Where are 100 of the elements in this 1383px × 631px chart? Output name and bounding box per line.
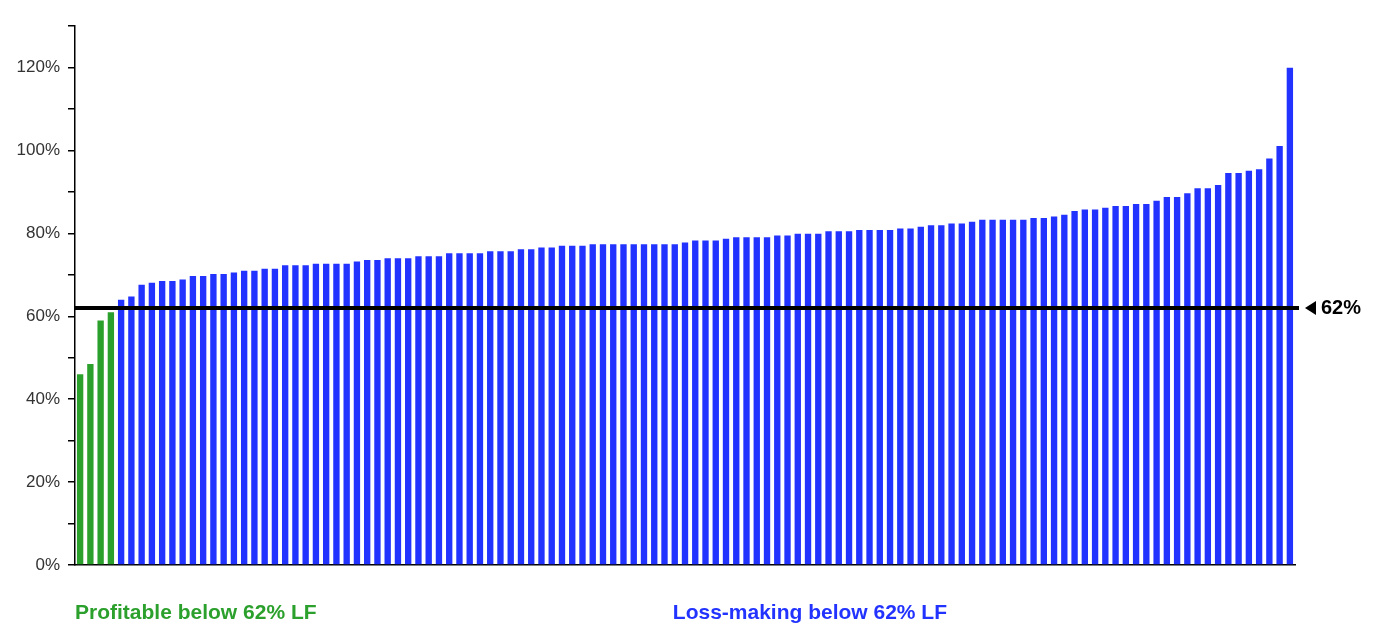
bar [579, 245, 586, 565]
bar [1030, 218, 1037, 565]
bar [158, 281, 166, 565]
bar [107, 312, 115, 565]
bar [661, 244, 668, 565]
bar [364, 259, 371, 565]
bar [989, 219, 996, 565]
bar [1266, 158, 1273, 565]
bar [1225, 172, 1232, 565]
bar [1163, 196, 1171, 565]
bar [1050, 216, 1058, 565]
bar [825, 231, 832, 565]
bar [938, 225, 945, 565]
bar [261, 268, 268, 565]
bar [692, 240, 699, 565]
bar [1245, 170, 1253, 565]
bar [210, 274, 217, 565]
bar [1081, 209, 1089, 565]
bar [610, 244, 617, 565]
ref-line-label: 62% [1321, 295, 1362, 318]
bar [1143, 204, 1150, 565]
bar [722, 238, 730, 565]
bar [199, 276, 207, 565]
bar [1286, 67, 1294, 565]
bar [763, 237, 771, 565]
bar [948, 223, 955, 565]
bar [1009, 219, 1017, 565]
bar [333, 263, 340, 565]
bar [1040, 218, 1047, 565]
bar [487, 251, 494, 565]
bar [599, 244, 607, 565]
text: Profitable below 62% LF [75, 599, 317, 623]
bar [220, 274, 227, 565]
bar [866, 230, 873, 565]
bar [302, 265, 309, 565]
bar [784, 235, 791, 565]
bar [497, 251, 504, 565]
bar [466, 253, 473, 565]
bar [384, 258, 391, 565]
bar [968, 221, 976, 565]
bar [876, 230, 883, 565]
y-tick-label: 40% [25, 388, 60, 408]
bar [189, 276, 197, 565]
bar [476, 253, 484, 565]
bar [979, 219, 986, 565]
bar [507, 251, 514, 565]
bar [1122, 206, 1130, 565]
bar [87, 363, 94, 565]
bar [281, 265, 289, 565]
bar [1061, 214, 1068, 565]
bar [589, 244, 596, 565]
bar [845, 231, 853, 565]
bar [128, 296, 135, 565]
bar [927, 225, 935, 565]
bar [251, 270, 258, 565]
bar [425, 256, 432, 565]
y-tick-label: 0% [35, 554, 60, 574]
bar [117, 299, 125, 565]
bar [804, 233, 812, 565]
bar [558, 245, 566, 565]
bar [1132, 204, 1140, 565]
bar [353, 261, 361, 565]
bar [1214, 184, 1222, 565]
bar [517, 249, 525, 565]
bar [1204, 188, 1212, 565]
bar [897, 228, 904, 565]
bar [712, 240, 719, 565]
bar [435, 256, 443, 565]
y-tick-label: 80% [25, 223, 60, 243]
bar [671, 244, 678, 565]
bar [630, 244, 637, 565]
bar [97, 320, 104, 565]
bar [169, 281, 176, 565]
bar [702, 240, 709, 565]
bar [230, 272, 238, 565]
y-tick-label: 100% [16, 140, 60, 160]
bar [794, 233, 801, 565]
bar [240, 270, 248, 565]
bar [733, 237, 740, 565]
bar [1235, 172, 1242, 565]
text: Loss-making below 62% LF [672, 599, 948, 623]
y-tick-label: 60% [25, 306, 60, 326]
bar [1112, 206, 1119, 565]
bar [323, 263, 330, 565]
bar [405, 258, 412, 565]
bar [292, 265, 299, 565]
bar [907, 228, 914, 565]
bar [999, 219, 1006, 565]
bar [651, 244, 658, 565]
bar [538, 247, 545, 565]
bar [958, 223, 965, 565]
bar [1071, 211, 1078, 565]
bar [753, 237, 760, 565]
bar [1255, 169, 1263, 565]
bar [312, 263, 320, 565]
bar [774, 235, 781, 565]
bar [343, 263, 350, 565]
bar [1276, 145, 1283, 565]
bar [148, 282, 156, 565]
bar [528, 249, 535, 565]
